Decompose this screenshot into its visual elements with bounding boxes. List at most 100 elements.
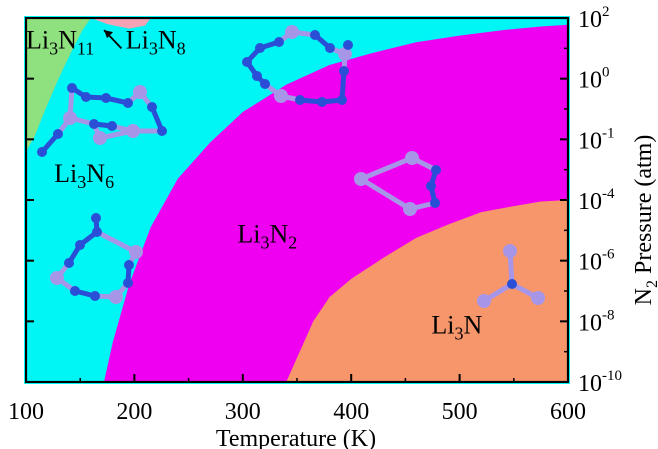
- label-element: N: [269, 219, 288, 248]
- n-atom: [430, 198, 440, 208]
- li-atom: [503, 244, 517, 258]
- li-atom: [129, 245, 143, 259]
- li-atom: [405, 151, 419, 165]
- li-atom: [133, 85, 147, 99]
- n-atom: [252, 71, 262, 81]
- li-atom: [354, 172, 368, 186]
- region-label-li3n6: Li3N6: [54, 159, 114, 192]
- n-atom: [92, 227, 102, 237]
- y-tick-exponent: -1: [602, 125, 615, 141]
- y-tick-exponent: -10: [602, 368, 622, 384]
- phase-regions: [26, 18, 568, 382]
- label-element: N: [86, 159, 105, 188]
- n-atom: [123, 278, 133, 288]
- label-subscript: 6: [105, 172, 114, 192]
- x-tick-label: 200: [116, 399, 152, 425]
- n-atom: [242, 57, 252, 67]
- n-atom: [90, 291, 100, 301]
- y-tick-base: 10: [578, 128, 602, 154]
- n-atom: [310, 30, 320, 40]
- bond: [359, 176, 412, 212]
- li-atom: [285, 25, 299, 39]
- x-tick-label: 100: [8, 399, 44, 425]
- label-element: Li: [431, 310, 454, 339]
- region-label-li3n11: Li3N11: [26, 25, 94, 58]
- n-atom: [70, 286, 80, 296]
- x-tick-label: 500: [442, 399, 478, 425]
- n-atom: [107, 121, 117, 131]
- y-axis-title-sub: 2: [644, 280, 658, 288]
- bond: [360, 155, 413, 182]
- n-atom: [325, 43, 335, 53]
- n-atom: [53, 129, 63, 139]
- n-atom: [426, 181, 436, 191]
- li-atom: [338, 47, 352, 61]
- y-tick-label: 10-8: [578, 307, 615, 336]
- region-li3n: [286, 200, 568, 382]
- label-subscript: 11: [77, 38, 94, 58]
- arrow-head: [104, 30, 114, 39]
- region-label-li3n2: Li3N2: [237, 219, 297, 252]
- label-subscript: 8: [177, 38, 186, 58]
- x-tick-label: 400: [333, 399, 369, 425]
- label-element: Li: [26, 25, 49, 54]
- x-axis-title: Temperature (K): [216, 426, 376, 449]
- li-atom: [93, 131, 107, 145]
- label-subscript: 2: [288, 232, 297, 252]
- y-tick-exponent: -4: [602, 186, 615, 202]
- n-atom: [260, 79, 270, 89]
- li3n8-molecule: [242, 25, 353, 107]
- n-atom: [37, 147, 47, 157]
- y-tick-label: 10-6: [578, 247, 615, 276]
- y-tick-label: 100: [578, 65, 610, 94]
- y-axis-title-rest: Pressure (atm): [631, 135, 657, 280]
- n-atom: [157, 126, 167, 136]
- y-tick-base: 10: [578, 310, 602, 336]
- n-atom: [101, 93, 111, 103]
- n-atom: [147, 102, 157, 112]
- n-atom: [67, 83, 77, 93]
- n-atom: [431, 165, 441, 175]
- li-atom: [403, 202, 417, 216]
- y-tick-exponent: -8: [602, 307, 615, 323]
- li-atom: [50, 271, 64, 285]
- label-subscript: 3: [49, 38, 58, 58]
- region-li3n8: [91, 18, 151, 29]
- label-element: Li: [126, 25, 149, 54]
- y-tick-label: 102: [578, 4, 610, 33]
- n-atom: [339, 66, 349, 76]
- label-subscript: 3: [77, 172, 86, 192]
- li-atom: [126, 124, 140, 138]
- y-tick-label: 10-4: [578, 186, 615, 215]
- y-tick-base: 10: [578, 250, 602, 276]
- n-atom: [255, 43, 265, 53]
- li3n2-molecule: [354, 151, 441, 216]
- label-element: Li: [237, 219, 260, 248]
- n-atom: [274, 37, 284, 47]
- label-subscript: 3: [149, 38, 158, 58]
- label-element: Li: [54, 159, 77, 188]
- n-atom: [317, 97, 327, 107]
- label-element: N: [464, 310, 483, 339]
- n-atom: [343, 40, 353, 50]
- y-tick-exponent: -6: [602, 247, 615, 263]
- y-tick-label: 10-10: [578, 368, 622, 397]
- label-element: N: [158, 25, 177, 54]
- li-atom: [109, 290, 123, 304]
- n-atom: [337, 95, 347, 105]
- y-axis-title-main: N: [631, 288, 657, 305]
- y-axis-title: N2 Pressure (atm): [631, 135, 658, 306]
- axes: 100 200 300 400 500 60010210010-110-410-610-8…: [8, 4, 622, 425]
- li-atom: [63, 111, 77, 125]
- li3n-molecule: [477, 244, 545, 308]
- molecule-structures: [37, 25, 545, 308]
- region-label-li3n: Li3N: [431, 310, 482, 343]
- plot-border: [24, 16, 570, 384]
- li-atom: [274, 89, 288, 103]
- y-tick-base: 10: [578, 68, 602, 94]
- y-tick-base: 10: [578, 7, 602, 33]
- y-tick-base: 10: [578, 371, 602, 397]
- label-subscript: 3: [455, 323, 464, 343]
